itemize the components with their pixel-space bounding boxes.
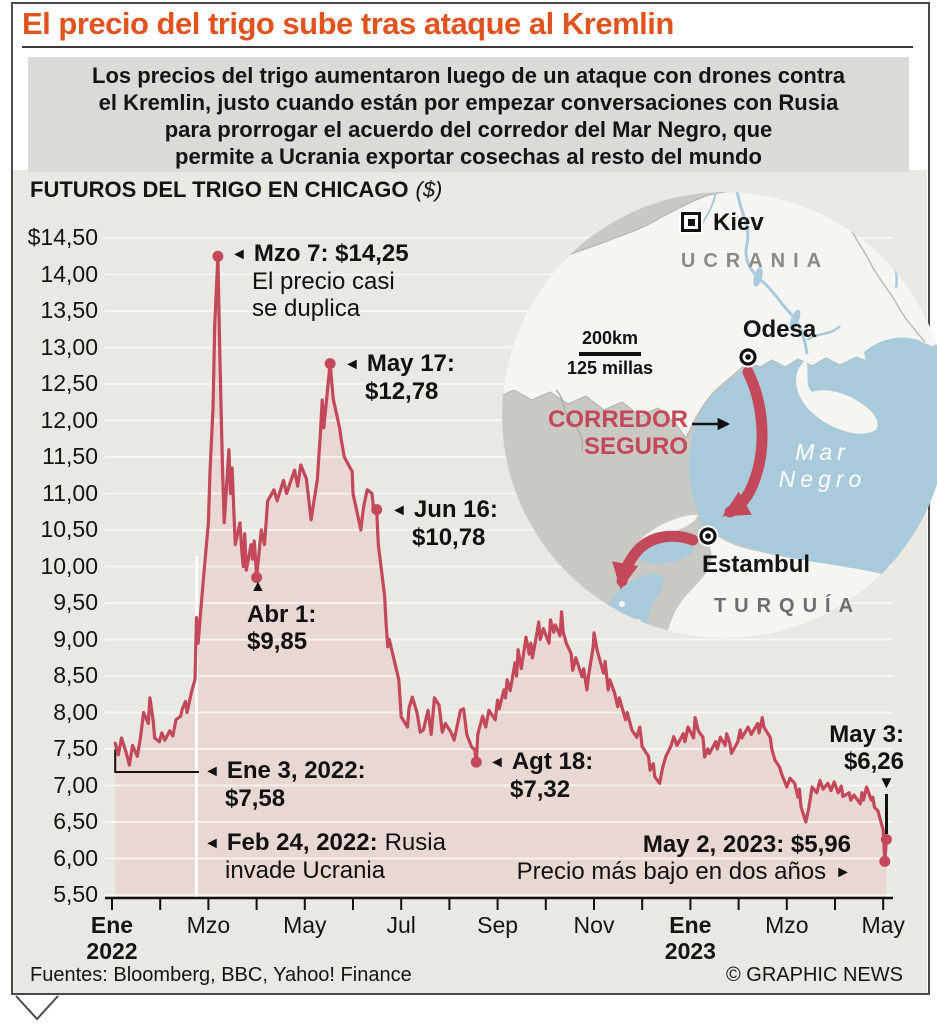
map-label-odesa: Odesa	[742, 316, 817, 343]
page-title: El precio del trigo sube tras ataque al …	[22, 6, 674, 41]
x-axis-label: Sep	[477, 912, 519, 938]
x-axis-label: Mzo	[765, 912, 809, 938]
credit: © GRAPHIC NEWS	[726, 964, 903, 986]
map-label-ucrania: UCRANIA	[680, 250, 830, 272]
y-axis-label: 12,00	[40, 406, 98, 433]
map-label-kiev: Kiev	[713, 209, 764, 236]
scale-miles: 125 millas	[566, 358, 654, 378]
y-axis-label: 13,00	[40, 333, 98, 360]
y-axis-label: 14,00	[40, 260, 98, 287]
x-axis-label: Ene 2023	[664, 912, 716, 964]
annotation-may3: May 3: $6,26	[829, 721, 904, 775]
annotation-feb24: ◄ Feb 24, 2022: Rusia invade Ucrania	[204, 829, 446, 884]
frame-bottom	[11, 993, 930, 995]
y-axis-label: 9,00	[53, 625, 98, 652]
left-pointer-icon: ◄	[231, 246, 247, 263]
right-pointer-icon: ►	[835, 864, 851, 881]
chart-title-text: FUTUROS DEL TRIGO EN CHICAGO	[30, 177, 409, 202]
kiev-capital-marker-icon	[681, 212, 701, 232]
chart-title: FUTUROS DEL TRIGO EN CHICAGO ($)	[30, 177, 442, 203]
y-axis-label: 11,50	[42, 443, 98, 469]
y-axis-label: 12,50	[40, 370, 98, 396]
annotation-ene3: ◄ Ene 3, 2022: $7,58	[204, 757, 366, 812]
y-axis-label: 8,00	[53, 698, 98, 725]
subtitle-line: permite a Ucrania exportar cosechas al r…	[175, 144, 762, 169]
y-axis-label: $14,50	[27, 224, 98, 250]
subtitle-line: Los precios del trigo aumentaron luego d…	[92, 63, 845, 88]
map-label-turquia: TURQUÍA	[713, 595, 862, 617]
left-pointer-icon: ◄	[391, 502, 407, 519]
chart-unit: ($)	[415, 177, 443, 202]
subtitle-line: el Kremlin, justo cuando están por empez…	[98, 90, 839, 115]
frame-left	[11, 2, 13, 995]
y-axis-label: 10,50	[40, 516, 98, 542]
scale-bar-line	[579, 352, 641, 356]
y-axis-label: 7,00	[53, 771, 98, 798]
left-pointer-icon: ◄	[204, 835, 220, 852]
y-axis-label: 10,00	[40, 552, 98, 579]
x-axis-label: Jul	[386, 912, 416, 938]
annotation-abr1: Abr 1: $9,85	[247, 601, 317, 655]
down-pointer-icon: ▼	[878, 773, 895, 792]
left-pointer-icon: ◄	[204, 763, 220, 780]
x-axis-label: May	[283, 912, 327, 938]
title-rule	[22, 46, 913, 48]
annotation-may17: ◄ May 17: $12,78	[344, 350, 455, 405]
y-axis-label: 8,50	[53, 662, 98, 688]
annotation-may2: May 2, 2023: $5,96 Precio más bajo en do…	[516, 831, 851, 885]
x-axis-label: May	[861, 912, 905, 938]
map-label-corridor: CORREDOR SEGURO	[547, 406, 688, 460]
subtitle-box: Los precios del trigo aumentaron luego d…	[28, 57, 909, 172]
y-axis-label: 5,50	[53, 881, 98, 907]
y-axis-label: 7,50	[53, 735, 98, 761]
annotation-jun16: ◄ Jun 16: $10,78	[391, 496, 498, 551]
annotation-mzo7: ◄ Mzo 7: $14,25 El precio casi se duplica	[231, 240, 409, 322]
y-axis-label: 13,50	[40, 297, 98, 323]
y-axis-label: 11,00	[42, 479, 98, 506]
y-axis-label: 6,50	[53, 808, 98, 834]
frame-top	[11, 2, 930, 4]
left-pointer-icon: ◄	[489, 754, 505, 771]
x-axis-label: Ene 2022	[86, 912, 138, 964]
up-pointer-icon: ▲	[250, 578, 266, 595]
annotation-agt18: ◄ Agt 18: $7,32	[489, 748, 594, 803]
left-pointer-icon: ◄	[344, 356, 360, 373]
map-label-estambul: Estambul	[702, 551, 811, 578]
y-axis-label: 6,00	[53, 844, 98, 871]
footer-sources: Fuentes: Bloomberg, BBC, Yahoo! Finance	[30, 964, 412, 986]
x-axis-label: Nov	[573, 912, 615, 938]
scale-km: 200km	[581, 328, 639, 348]
map-label-mar-negro: Mar Negro	[778, 439, 867, 492]
y-axis-label: 9,50	[53, 589, 98, 615]
x-axis-label: Mzo	[186, 912, 231, 938]
subtitle-line: para prorrogar el acuerdo del corredor d…	[164, 117, 773, 142]
annotation-pointer-line	[885, 794, 888, 834]
frame-right	[928, 2, 930, 995]
map-scale-bar: 200km 125 millas	[558, 328, 662, 379]
